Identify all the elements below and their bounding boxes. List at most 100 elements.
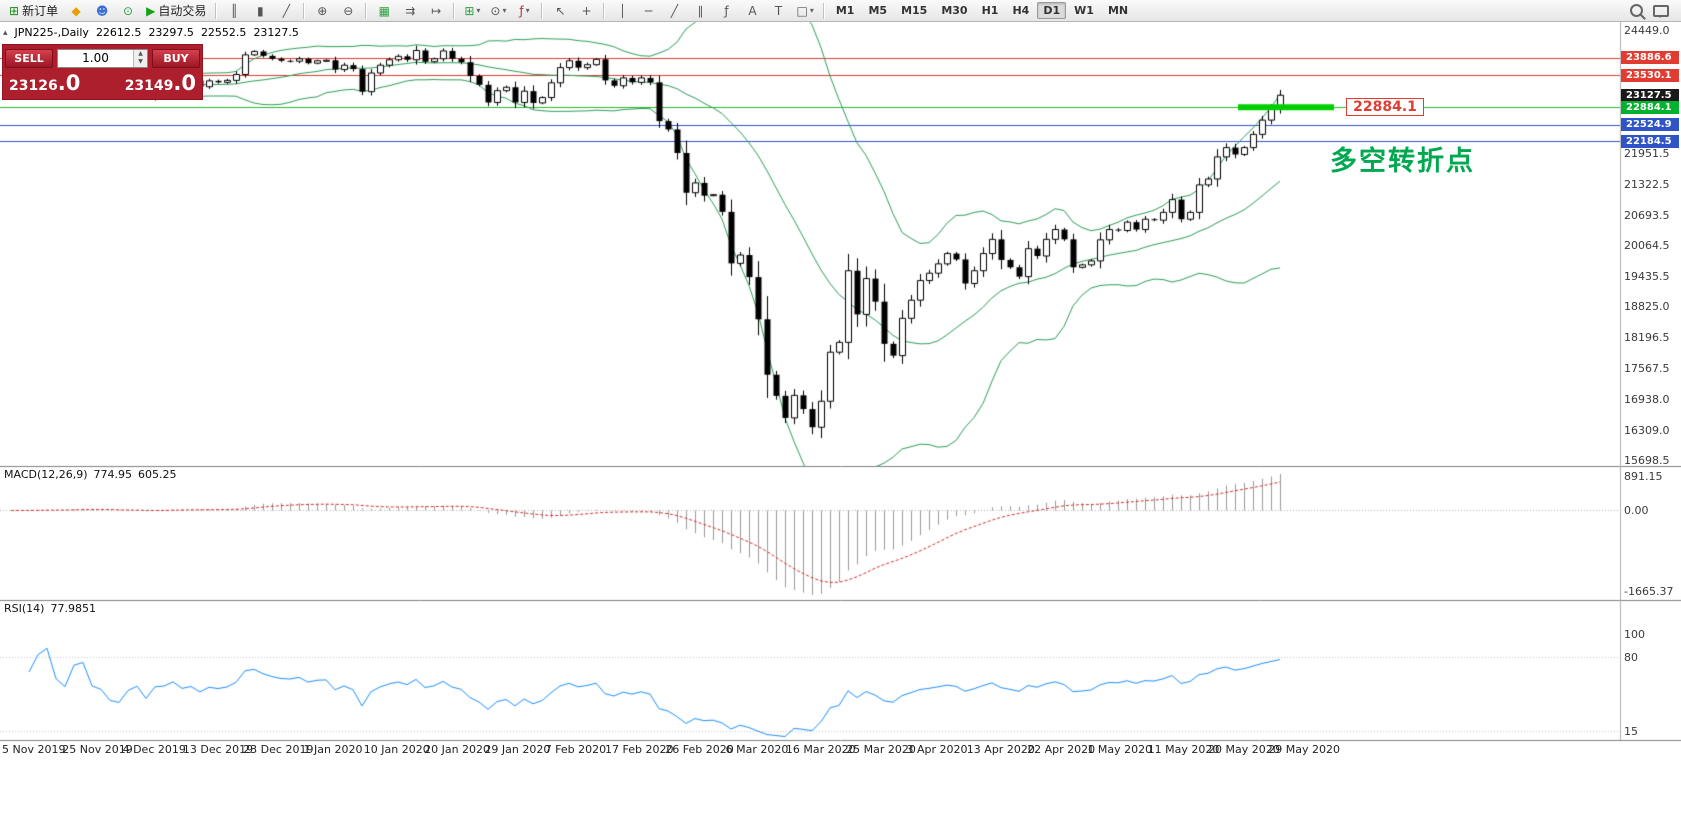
bar-chart-icon: ║ <box>230 3 238 18</box>
toolbar-separator <box>215 2 218 19</box>
profiles-button[interactable]: ⊙ ▾ <box>486 1 510 21</box>
autotrading-icon: ▶ <box>146 3 156 18</box>
sell-price: 23126.0 <box>9 71 81 95</box>
sell-button[interactable]: SELL <box>5 48 53 68</box>
data-window-button[interactable]: ⊙ <box>116 1 140 21</box>
tile-windows-button[interactable]: ▦ <box>372 1 396 21</box>
bar-chart-button[interactable]: ║ <box>222 1 246 21</box>
tf-m1[interactable]: M1 <box>835 4 855 17</box>
horizontal-line-icon: ─ <box>644 3 653 18</box>
horizontal-line-button[interactable]: ─ <box>636 1 660 21</box>
zoom-out-icon: ⊖ <box>343 3 354 18</box>
line-chart-icon: ╱ <box>282 3 290 18</box>
symbol-label: JPN225-,Daily <box>14 26 89 39</box>
toolbar-separator <box>365 2 368 19</box>
one-click-trading-panel: SELL 1.00 ▲ ▼ BUY 23126.0 23149.0 <box>2 44 203 100</box>
new-order-icon: ⊞ <box>9 3 20 18</box>
fibonacci-icon: ƒ <box>724 3 729 18</box>
rsi-pane-title: RSI(14) 77.9851 <box>4 602 96 615</box>
crosshair-icon: + <box>581 3 592 18</box>
chart-shift-button[interactable]: ↦ <box>424 1 448 21</box>
tf-h4[interactable]: H4 <box>1012 4 1030 17</box>
candlestick-chart-icon: ▮ <box>257 3 264 18</box>
tf-mn[interactable]: MN <box>1107 4 1129 17</box>
tf-m30[interactable]: M30 <box>941 4 968 17</box>
search-icon[interactable] <box>1630 4 1643 17</box>
indicators-icon: ƒ <box>519 3 524 18</box>
trendline-icon: ╱ <box>670 3 679 18</box>
data-window-icon: ⊙ <box>123 3 134 18</box>
candlestick-chart-button[interactable]: ▮ <box>248 1 272 21</box>
tf-h1[interactable]: H1 <box>981 4 999 17</box>
new-order-button[interactable]: ⊞ 新订单 <box>5 1 62 21</box>
indicators-button[interactable]: ƒ ▾ <box>512 1 536 21</box>
price-level-annotation[interactable]: 22884.1 <box>1346 98 1424 116</box>
buy-price: 23149.0 <box>124 71 196 95</box>
toolbar: ⊞ 新订单 ◆ ☻ ⊙ ▶ 自动交易 ║ ▮ ╱ ⊕ ⊖ ▦ ⇉ ↦ ⊞ ▾ ⊙ ▾ ƒ ▾ ↖ + │ ─ ╱ ∥ ƒ A T □ ▾ M1… <box>0 0 1681 22</box>
cursor-icon: ↖ <box>555 3 566 18</box>
channel-icon: ∥ <box>697 3 704 18</box>
arrows-icon: □ <box>796 3 808 18</box>
new-chart-button[interactable]: ⊞ ▾ <box>460 1 484 21</box>
turning-point-note[interactable]: 多空转折点 <box>1330 146 1475 177</box>
buy-button[interactable]: BUY <box>152 48 200 68</box>
text-label-icon: T <box>774 3 783 18</box>
zoom-in-icon: ⊕ <box>317 3 328 18</box>
zoom-in-button[interactable]: ⊕ <box>310 1 334 21</box>
tile-windows-icon: ▦ <box>378 3 390 18</box>
channel-button[interactable]: ∥ <box>688 1 712 21</box>
tf-w1[interactable]: W1 <box>1074 4 1094 17</box>
toolbar-separator <box>822 2 825 19</box>
tf-m5[interactable]: M5 <box>868 4 888 17</box>
text-icon: A <box>748 3 757 18</box>
profiles-icon: ⊙ <box>490 3 501 18</box>
toolbar-separator <box>303 2 306 19</box>
fibonacci-button[interactable]: ƒ <box>714 1 738 21</box>
ohlc-close: 23127.5 <box>253 26 299 39</box>
ohlc-high: 23297.5 <box>148 26 194 39</box>
text-label-button[interactable]: T <box>766 1 790 21</box>
trendline-button[interactable]: ╱ <box>662 1 686 21</box>
chat-icon[interactable] <box>1653 4 1669 18</box>
symbol-header: ▴ JPN225-,Daily 22612.5 23297.5 22552.5 … <box>3 26 299 39</box>
volume-stepper[interactable]: 1.00 ▲ ▼ <box>57 48 148 68</box>
ohlc-low: 22552.5 <box>200 26 247 39</box>
crosshair-button[interactable]: + <box>574 1 598 21</box>
ohlc-open: 22612.5 <box>95 26 142 39</box>
toolbar-left-groups: ⊞ 新订单 ◆ ☻ ⊙ ▶ 自动交易 ║ ▮ ╱ ⊕ ⊖ ▦ ⇉ ↦ ⊞ ▾ ⊙ ▾ ƒ ▾ ↖ + │ ─ ╱ ∥ ƒ A T □ ▾ <box>4 1 819 21</box>
toolbar-right-icons <box>1624 4 1677 18</box>
tf-m15[interactable]: M15 <box>901 4 928 17</box>
vertical-line-button[interactable]: │ <box>610 1 634 21</box>
line-chart-button[interactable]: ╱ <box>274 1 298 21</box>
macd-pane-title: MACD(12,26,9) 774.95 605.25 <box>4 468 177 481</box>
timeframe-group: M1 M5 M15 M30 H1 H4 D1 W1 MN <box>829 2 1135 19</box>
cursor-button[interactable]: ↖ <box>548 1 572 21</box>
volume-value[interactable]: 1.00 <box>82 50 109 65</box>
macd-value: 774.95 <box>93 468 133 481</box>
volume-down-icon[interactable]: ▼ <box>134 58 147 67</box>
collapse-panel-icon[interactable]: ▴ <box>3 27 8 38</box>
community-button[interactable]: ☻ <box>90 1 114 21</box>
dropdown-caret-icon: ▾ <box>502 6 507 15</box>
rsi-label: RSI(14) <box>4 602 45 615</box>
toolbar-separator <box>453 2 456 19</box>
rsi-value: 77.9851 <box>50 602 96 615</box>
zoom-out-button[interactable]: ⊖ <box>336 1 360 21</box>
macd-signal-value: 605.25 <box>138 468 177 481</box>
tf-d1[interactable]: D1 <box>1037 2 1067 19</box>
metaeditor-button[interactable]: ◆ <box>64 1 88 21</box>
vertical-line-icon: │ <box>618 3 627 18</box>
macd-label: MACD(12,26,9) <box>4 468 88 481</box>
volume-up-icon[interactable]: ▲ <box>134 49 147 58</box>
autotrading-button-label: 自动交易 <box>158 4 207 18</box>
dropdown-caret-icon: ▾ <box>476 6 481 15</box>
arrows-button[interactable]: □ ▾ <box>792 1 817 21</box>
autotrading-button[interactable]: ▶ 自动交易 <box>142 1 210 21</box>
dropdown-caret-icon: ▾ <box>525 6 530 15</box>
auto-scroll-button[interactable]: ⇉ <box>398 1 422 21</box>
new-order-button-label: 新订单 <box>22 4 59 18</box>
text-button[interactable]: A <box>740 1 764 21</box>
chart-shift-icon: ↦ <box>431 3 442 18</box>
